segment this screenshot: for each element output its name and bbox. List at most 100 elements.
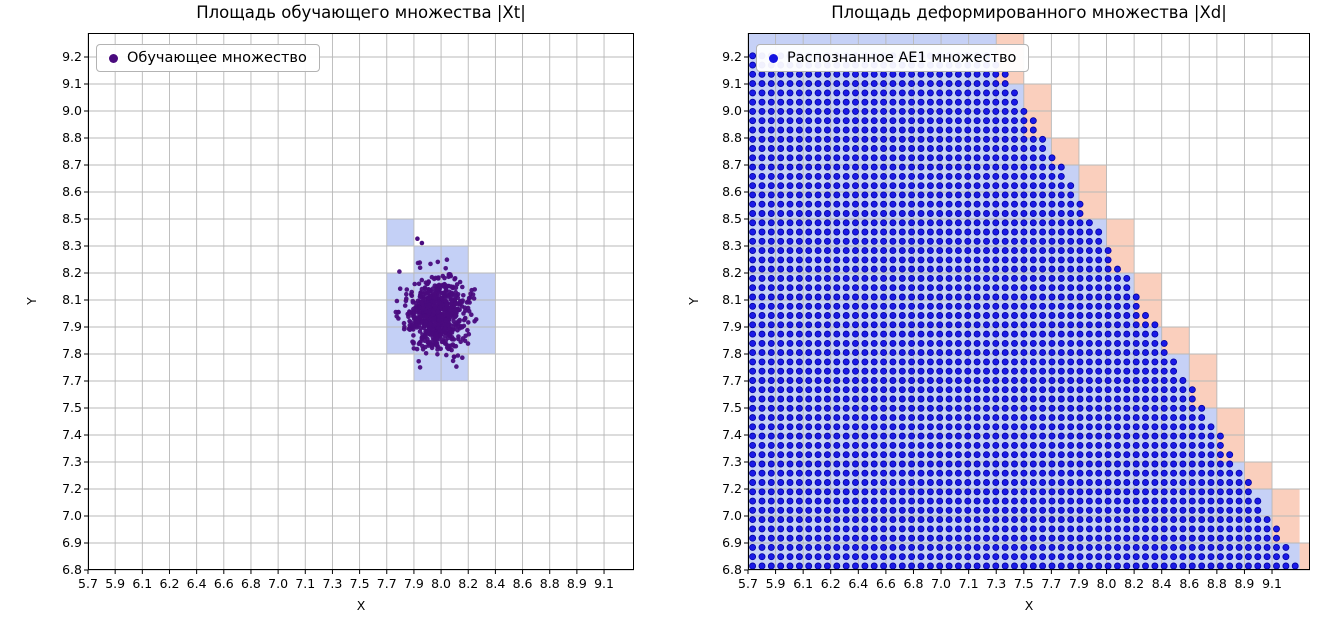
y-tick-label: 7.8 [62, 346, 82, 361]
x-tick-label: 6.1 [793, 576, 814, 591]
y-tick-label: 7.4 [62, 427, 82, 442]
y-tick-label: 8.1 [722, 292, 742, 307]
x-tick-label: 5.7 [738, 576, 758, 591]
x-tick-label: 8.6 [512, 576, 533, 591]
x-tick-label: 5.9 [105, 576, 126, 591]
y-tick-label: 7.2 [62, 481, 82, 496]
left-x-axis-label: X [356, 598, 366, 613]
x-tick-label: 7.5 [349, 576, 370, 591]
right-x-axis-label: X [1024, 598, 1034, 613]
y-tick-label: 9.1 [62, 76, 82, 91]
y-tick-label: 7.2 [722, 481, 742, 496]
x-tick-label: 6.1 [132, 576, 153, 591]
data-points [749, 52, 1299, 570]
x-tick-label: 8.8 [1206, 576, 1227, 591]
y-tick-label: 7.5 [722, 400, 742, 415]
right-y-axis-label: Y [686, 297, 701, 305]
y-tick-label: 8.6 [722, 184, 742, 199]
right-plot-title: Площадь деформированного множества |Xd| [831, 3, 1227, 22]
x-tick-label: 6.4 [848, 576, 869, 591]
x-tick-label: 7.5 [1013, 576, 1034, 591]
x-tick-label: 7.0 [931, 576, 951, 591]
tick-marks [84, 56, 605, 574]
y-tick-label: 9.1 [722, 76, 742, 91]
x-tick-label: 7.9 [1069, 576, 1089, 591]
x-tick-label: 6.8 [903, 576, 924, 591]
y-tick-label: 8.7 [62, 157, 82, 172]
y-tick-label: 8.2 [62, 265, 82, 280]
y-tick-label: 8.5 [62, 211, 82, 226]
y-tick-label: 7.3 [722, 454, 742, 469]
y-tick-label: 8.8 [722, 130, 742, 145]
x-tick-label: 7.0 [268, 576, 289, 591]
y-tick-label: 7.0 [722, 508, 742, 523]
axes-spine [748, 33, 1310, 570]
left-plot-area: Обучающее множество [84, 33, 634, 574]
y-tick-label: 8.8 [62, 130, 82, 145]
x-tick-label: 6.6 [875, 576, 896, 591]
left-plot-title: Площадь обучающего множества |Xt| [196, 3, 526, 22]
right-legend: Распознанное АЕ1 множество [756, 44, 1030, 72]
y-tick-label: 7.7 [722, 373, 742, 388]
y-tick-label: 7.3 [62, 454, 82, 469]
y-tick-label: 8.2 [722, 265, 742, 280]
x-tick-label: 9.1 [1262, 576, 1282, 591]
y-tick-label: 8.7 [722, 157, 742, 172]
x-tick-label: 6.2 [820, 576, 841, 591]
x-tick-label: 8.0 [431, 576, 452, 591]
x-tick-label: 7.3 [322, 576, 343, 591]
x-tick-label: 8.4 [1151, 576, 1172, 591]
x-tick-label: 7.1 [958, 576, 979, 591]
y-tick-label: 9.2 [62, 49, 82, 64]
x-tick-label: 6.8 [241, 576, 261, 591]
y-tick-label: 9.0 [722, 103, 742, 118]
y-tick-label: 7.8 [722, 346, 742, 361]
left-legend-marker-dot [109, 53, 118, 63]
y-tick-label: 9.0 [62, 103, 82, 118]
grid-lines [87, 33, 634, 571]
left-legend: Обучающее множество [96, 44, 320, 72]
x-tick-label: 8.2 [1124, 576, 1145, 591]
y-tick-label: 6.9 [62, 535, 82, 550]
x-tick-label: 7.7 [376, 576, 397, 591]
y-tick-label: 6.9 [722, 535, 742, 550]
y-tick-label: 7.9 [62, 319, 82, 334]
y-tick-label: 9.2 [722, 49, 742, 64]
right-legend-marker-dot [769, 53, 778, 63]
x-tick-label: 8.4 [485, 576, 506, 591]
x-tick-label: 7.7 [1041, 576, 1062, 591]
x-tick-label: 7.3 [986, 576, 1007, 591]
y-tick-label: 6.8 [722, 562, 742, 577]
x-tick-label: 5.7 [78, 576, 98, 591]
x-tick-label: 8.9 [1234, 576, 1255, 591]
y-tick-label: 7.9 [722, 319, 742, 334]
x-tick-label: 8.8 [539, 576, 560, 591]
y-tick-label: 8.3 [722, 238, 742, 253]
x-tick-label: 8.0 [1096, 576, 1117, 591]
x-tick-label: 7.1 [295, 576, 316, 591]
y-tick-label: 8.6 [62, 184, 82, 199]
x-tick-label: 7.9 [403, 576, 424, 591]
y-tick-label: 8.3 [62, 238, 82, 253]
x-tick-label: 8.9 [566, 576, 587, 591]
y-tick-label: 7.4 [722, 427, 742, 442]
left-legend-label: Обучающее множество [127, 50, 307, 66]
right-plot-area: Распознанное АЕ1 множество [744, 33, 1310, 574]
shaded-region [748, 33, 1310, 570]
y-tick-label: 7.0 [62, 508, 82, 523]
x-tick-label: 8.2 [458, 576, 479, 591]
x-tick-label: 9.1 [594, 576, 614, 591]
left-plot-canvas [84, 33, 634, 574]
x-tick-label: 6.2 [159, 576, 180, 591]
x-tick-label: 6.6 [213, 576, 234, 591]
data-points [393, 236, 479, 370]
x-tick-label: 8.6 [1179, 576, 1200, 591]
axes-spine [88, 33, 634, 570]
right-plot-canvas [744, 33, 1310, 574]
right-legend-label: Распознанное АЕ1 множество [787, 50, 1017, 66]
left-y-axis-label: Y [24, 297, 39, 305]
y-tick-label: 6.8 [62, 562, 82, 577]
y-tick-label: 7.7 [62, 373, 82, 388]
tick-marks [744, 56, 1273, 574]
